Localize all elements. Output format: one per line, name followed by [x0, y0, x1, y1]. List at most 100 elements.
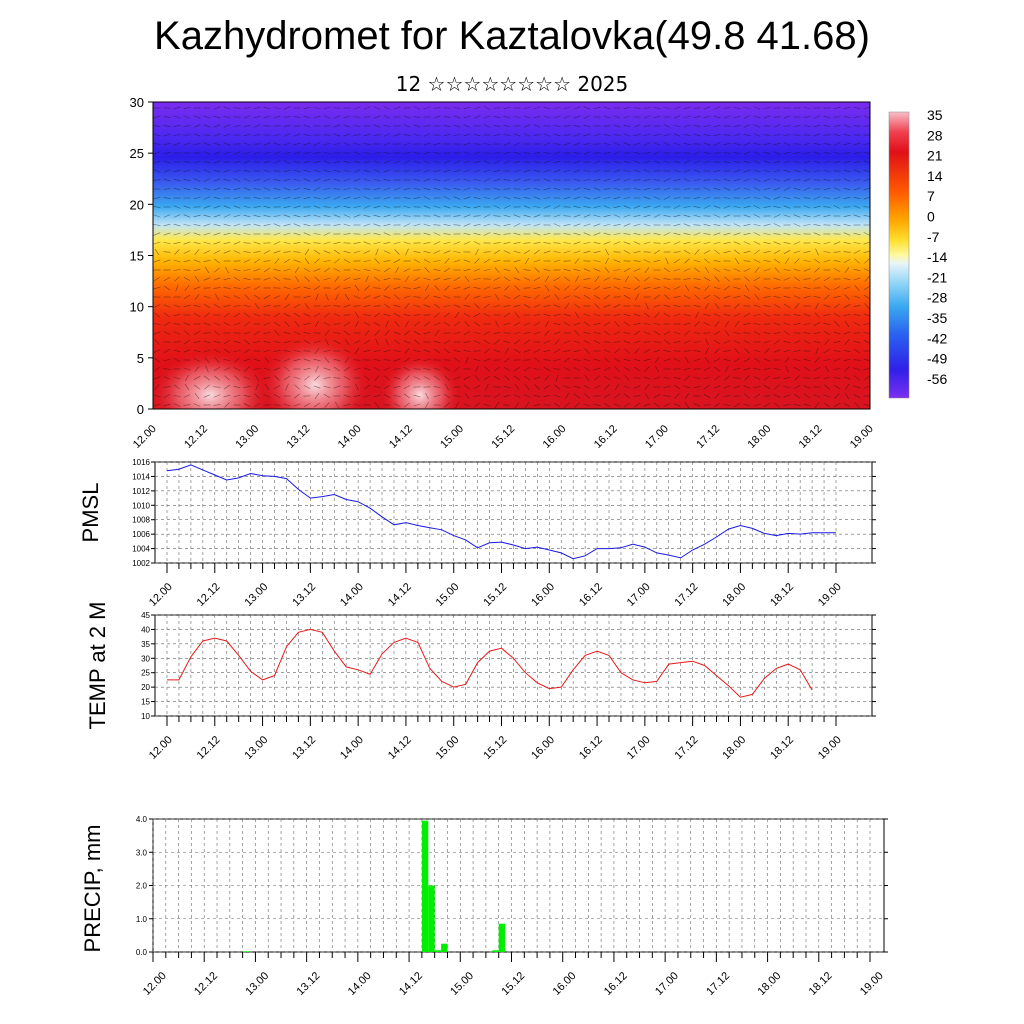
wind-barb: [233, 250, 241, 254]
wind-barb: [613, 341, 621, 343]
wind-barb: [693, 214, 701, 218]
wind-barb: [605, 257, 609, 265]
wind-barb: [263, 322, 271, 326]
wind-barb: [413, 286, 421, 290]
wind-barb: [385, 338, 389, 346]
wind-barb: [503, 196, 511, 200]
wind-barb: [473, 295, 481, 299]
wind-barb: [483, 358, 491, 362]
wind-barb: [853, 178, 861, 182]
wind-barb: [703, 134, 711, 136]
wind-barb: [213, 322, 221, 326]
wind-barb: [353, 142, 361, 146]
wind-barb: [653, 134, 661, 136]
wind-barb: [604, 402, 610, 408]
wind-barb: [683, 178, 691, 182]
wind-barb: [484, 366, 490, 372]
wind-barb: [783, 386, 791, 388]
wind-barb: [413, 160, 421, 164]
wind-barb: [663, 286, 671, 290]
wind-barb: [763, 196, 771, 200]
wind-barb: [713, 402, 721, 408]
wind-barb: [513, 349, 521, 353]
wind-barb: [503, 312, 511, 318]
wind-barb: [583, 278, 591, 280]
wind-barb: [193, 124, 201, 128]
wind-barb: [303, 368, 311, 370]
wind-barb: [753, 187, 761, 191]
wind-barb: [713, 340, 721, 344]
wind-barb: [283, 241, 291, 245]
wind-barb: [563, 321, 571, 327]
wind-barb: [593, 196, 601, 200]
wind-barb: [803, 323, 811, 325]
wind-barb: [214, 258, 220, 264]
wind-barb: [353, 359, 361, 361]
wind-barb: [694, 294, 700, 300]
wind-barb: [493, 242, 501, 244]
wind-barb: [843, 331, 851, 335]
wind-barb: [763, 385, 771, 389]
wind-barb: [183, 250, 191, 254]
wind-barb: [733, 332, 741, 334]
wind-barb: [173, 179, 181, 181]
wind-barb: [793, 366, 801, 372]
wind-barb: [684, 284, 690, 292]
precip-grid: [152, 818, 884, 953]
wind-barb: [853, 322, 861, 326]
wind-barb: [583, 214, 591, 218]
wind-barb: [744, 276, 750, 282]
wind-barb: [723, 358, 731, 362]
wind-barb: [284, 321, 290, 327]
wind-barb: [693, 358, 701, 362]
wind-barb: [623, 214, 631, 218]
wind-barb: [804, 393, 810, 399]
wind-barb: [153, 286, 161, 290]
wind-barb: [373, 350, 381, 352]
wind-barb: [503, 116, 511, 118]
wind-barb: [633, 169, 641, 173]
wind-barb: [665, 257, 669, 265]
wind-barb: [623, 178, 631, 182]
wind-barb: [203, 223, 211, 227]
wind-barb: [333, 268, 341, 272]
wind-barb: [563, 115, 571, 119]
x-tick-label: 12.00: [131, 423, 159, 451]
wind-barb: [663, 358, 671, 362]
wind-barb: [573, 196, 581, 200]
wind-barb: [273, 215, 281, 217]
wind-barb: [523, 332, 531, 334]
wind-barb: [413, 116, 421, 118]
wind-barb: [353, 197, 361, 199]
wind-barb: [693, 403, 701, 407]
wind-barb: [214, 330, 220, 336]
wind-barb: [283, 223, 291, 227]
wind-barb: [443, 267, 451, 273]
wind-barb: [283, 331, 291, 335]
wind-barb: [473, 169, 481, 173]
wind-barb: [273, 276, 281, 282]
wind-barb: [384, 330, 390, 336]
wind-barb: [703, 124, 711, 128]
wind-barb: [643, 232, 651, 236]
wind-barb: [673, 178, 681, 182]
wind-barb: [194, 276, 200, 282]
wind-barb: [335, 401, 339, 409]
wind-barb: [833, 187, 841, 191]
wind-barb: [223, 339, 231, 345]
wind-barb: [743, 241, 751, 245]
wind-barb: [753, 160, 761, 164]
wind-barb: [713, 286, 721, 290]
wind-barb: [623, 321, 631, 327]
wind-barb: [575, 275, 579, 283]
wind-barb: [753, 205, 761, 209]
wind-barb: [314, 276, 320, 282]
wind-barb: [374, 402, 380, 408]
wind-barb: [263, 169, 271, 173]
wind-barb: [243, 214, 251, 218]
wind-barb: [573, 268, 581, 272]
wind-barb: [343, 366, 351, 372]
wind-barb: [733, 178, 741, 182]
wind-barb: [683, 206, 691, 208]
wind-barb: [563, 142, 571, 146]
